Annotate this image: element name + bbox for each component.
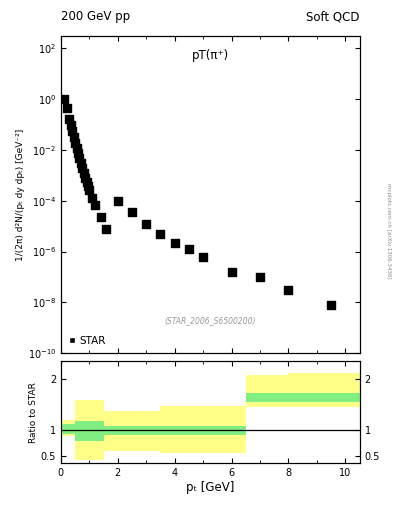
STAR (257, 273, 263, 281)
STAR (83, 178, 90, 186)
STAR (61, 95, 67, 103)
Text: pT(π⁺): pT(π⁺) (192, 49, 229, 61)
STAR (129, 208, 135, 217)
STAR (69, 127, 75, 135)
Bar (75, 400, 104, 460)
STAR (66, 115, 73, 123)
STAR (75, 149, 81, 157)
STAR (103, 224, 110, 232)
STAR (68, 121, 74, 130)
STAR (92, 201, 98, 209)
STAR (228, 268, 235, 276)
Bar (61, 420, 75, 436)
STAR (76, 154, 83, 162)
Bar (160, 406, 246, 453)
STAR (73, 144, 80, 152)
STAR (86, 186, 92, 194)
STAR (82, 174, 88, 182)
STAR (285, 286, 292, 294)
STAR (157, 230, 163, 238)
Bar (288, 373, 360, 407)
STAR (115, 197, 121, 205)
STAR (89, 194, 95, 202)
Bar (61, 424, 75, 434)
STAR (71, 133, 77, 141)
STAR (186, 245, 192, 253)
STAR (172, 239, 178, 247)
Legend: STAR: STAR (66, 334, 108, 348)
STAR (85, 182, 91, 190)
Text: (STAR_2006_S6500200): (STAR_2006_S6500200) (165, 316, 256, 325)
Y-axis label: 1/(2π) d²N/(pₜ dy dpₜ) [GeV⁻²]: 1/(2π) d²N/(pₜ dy dpₜ) [GeV⁻²] (16, 129, 25, 261)
Bar (104, 426, 160, 435)
STAR (81, 169, 87, 177)
STAR (79, 164, 85, 172)
Bar (246, 375, 288, 407)
Text: 200 GeV pp: 200 GeV pp (61, 10, 130, 23)
STAR (328, 301, 334, 309)
STAR (78, 159, 84, 167)
Bar (288, 393, 360, 402)
STAR (97, 214, 104, 222)
Bar (75, 421, 104, 441)
Bar (160, 426, 246, 435)
Bar (246, 393, 288, 402)
Text: Soft QCD: Soft QCD (306, 10, 360, 23)
STAR (72, 139, 78, 147)
Y-axis label: Ratio to STAR: Ratio to STAR (29, 382, 38, 442)
Text: mcplots.cern.ch [arXiv:1306.3436]: mcplots.cern.ch [arXiv:1306.3436] (386, 183, 391, 278)
X-axis label: pₜ [GeV]: pₜ [GeV] (186, 481, 235, 494)
STAR (143, 220, 149, 228)
STAR (63, 103, 70, 112)
STAR (200, 253, 206, 261)
Bar (104, 411, 160, 451)
